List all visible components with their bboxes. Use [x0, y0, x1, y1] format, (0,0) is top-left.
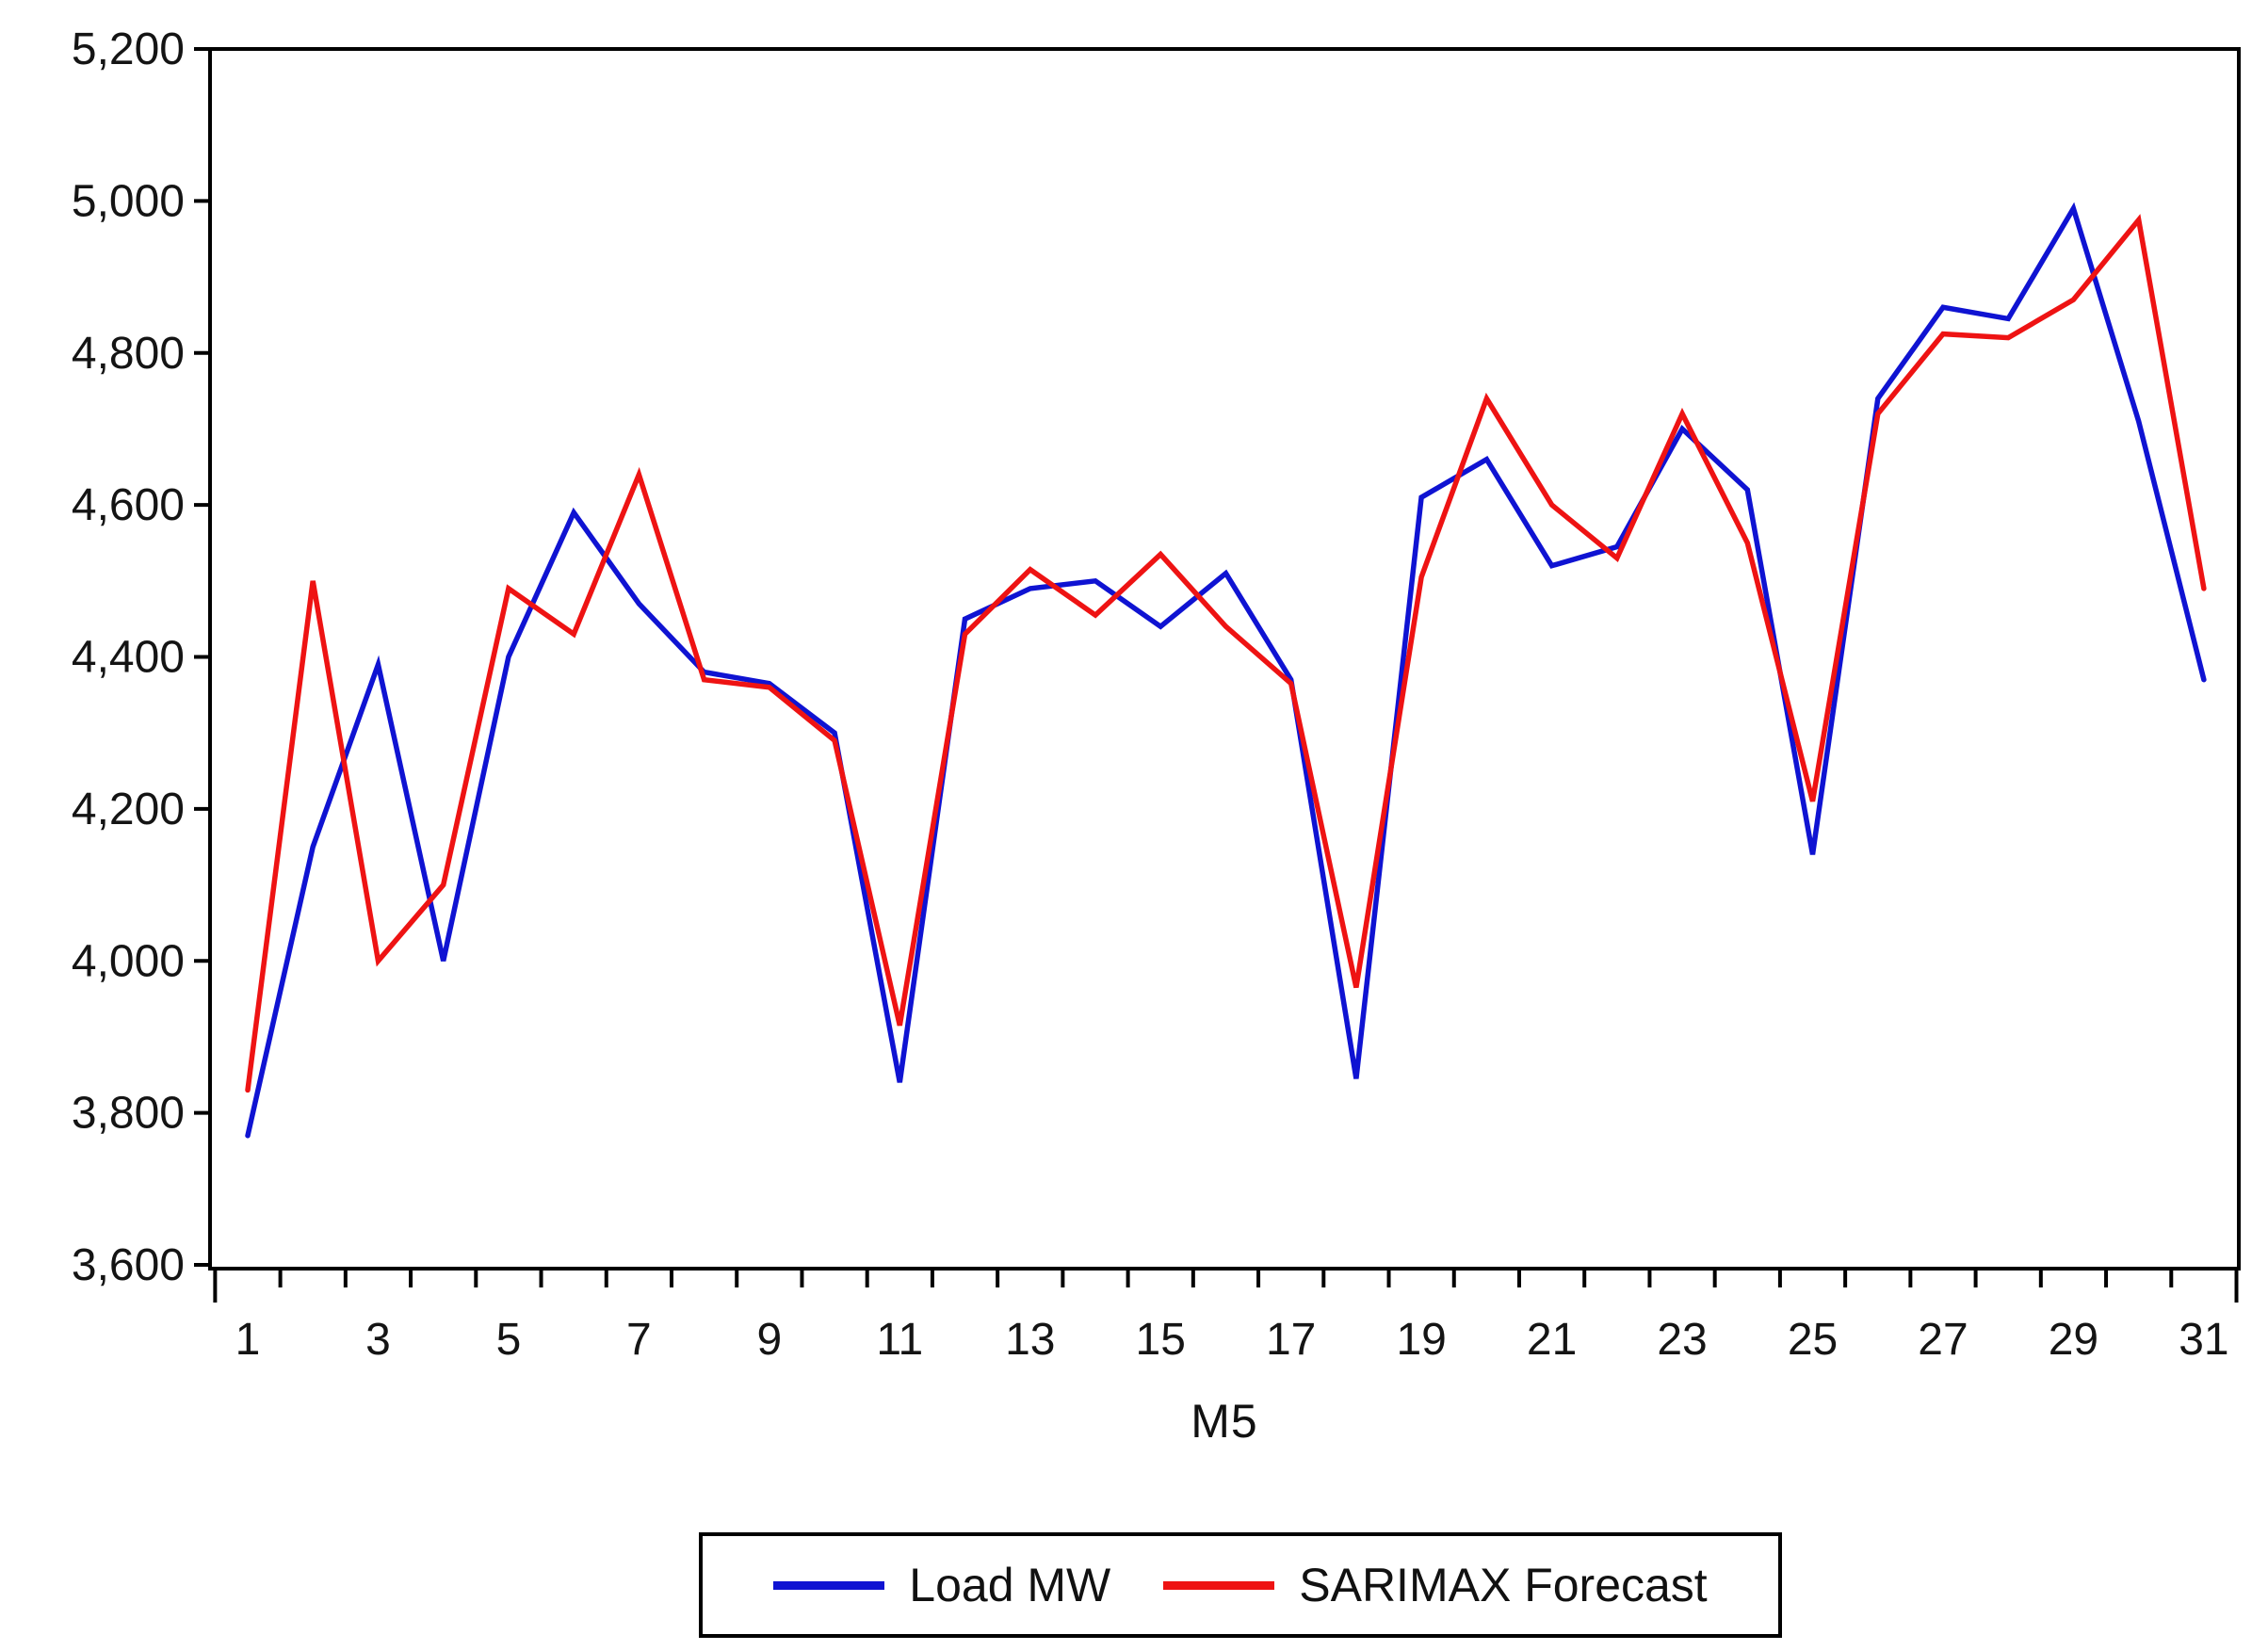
legend-label-sarimax: SARIMAX Forecast [1299, 1559, 1708, 1611]
x-axis-title: M5 [1191, 1395, 1258, 1448]
x-tick-label: 5 [496, 1315, 522, 1365]
y-tick-label: 4,200 [72, 785, 185, 834]
x-tick-label: 11 [876, 1315, 923, 1365]
x-tick-label: 13 [1005, 1315, 1055, 1365]
sarimax-line-swatch [1163, 1580, 1275, 1590]
x-tick-label: 19 [1396, 1315, 1446, 1365]
legend-label-load: Load MW [909, 1559, 1111, 1611]
x-tick-label: 1 [235, 1315, 261, 1365]
legend-item-load: Load MW [773, 1558, 1110, 1612]
y-tick-label: 4,800 [72, 329, 185, 379]
y-tick-label: 4,400 [72, 633, 185, 683]
load-mw-line-swatch [773, 1580, 885, 1590]
y-tick-label: 4,000 [72, 936, 185, 986]
x-tick-label: 23 [1657, 1315, 1707, 1365]
x-tick-label: 31 [2179, 1315, 2228, 1365]
x-tick-label: 7 [626, 1315, 652, 1365]
x-tick-label: 27 [1918, 1315, 1968, 1365]
y-tick-label: 3,800 [72, 1089, 185, 1139]
legend-item-sarimax: SARIMAX Forecast [1163, 1558, 1708, 1612]
x-tick-label: 21 [1527, 1315, 1577, 1365]
y-tick-label: 3,600 [72, 1240, 185, 1290]
x-tick-label: 15 [1136, 1315, 1186, 1365]
plot-frame [208, 47, 2241, 1271]
x-tick-label: 29 [2049, 1315, 2098, 1365]
y-tick-label: 5,200 [72, 24, 185, 74]
y-tick-label: 4,600 [72, 480, 185, 530]
y-tick-label: 5,000 [72, 176, 185, 226]
sarimax-forecast-line [245, 214, 2207, 1093]
x-tick-label: 9 [756, 1315, 782, 1365]
x-tick-label: 17 [1266, 1315, 1316, 1365]
x-tick-label: 3 [365, 1315, 391, 1365]
load-mw-line [245, 202, 2207, 1139]
legend-box: Load MW SARIMAX Forecast [699, 1532, 1782, 1638]
x-tick-label: 25 [1788, 1315, 1838, 1365]
